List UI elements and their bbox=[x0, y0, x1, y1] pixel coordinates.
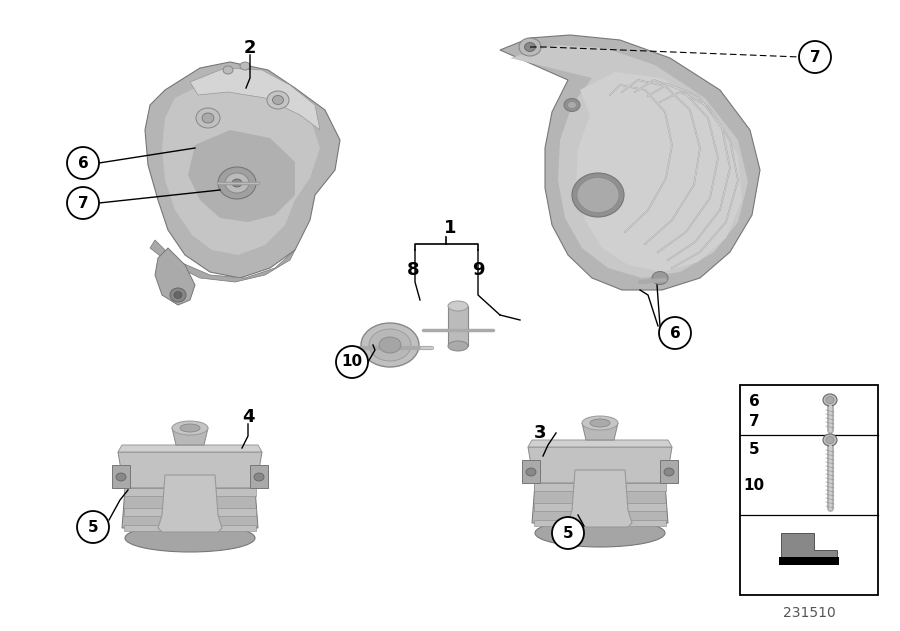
Ellipse shape bbox=[582, 416, 618, 430]
Ellipse shape bbox=[369, 329, 411, 361]
Ellipse shape bbox=[564, 98, 580, 112]
Polygon shape bbox=[568, 470, 632, 527]
Ellipse shape bbox=[652, 271, 668, 285]
Circle shape bbox=[67, 147, 99, 179]
Ellipse shape bbox=[240, 62, 250, 70]
Ellipse shape bbox=[568, 102, 577, 109]
Ellipse shape bbox=[174, 292, 182, 298]
Circle shape bbox=[336, 346, 368, 378]
Ellipse shape bbox=[823, 434, 837, 446]
Ellipse shape bbox=[273, 95, 284, 105]
Text: 2: 2 bbox=[244, 39, 256, 57]
Ellipse shape bbox=[267, 91, 289, 109]
Polygon shape bbox=[250, 465, 268, 488]
Bar bbox=[124, 488, 256, 496]
Ellipse shape bbox=[170, 288, 186, 302]
Circle shape bbox=[799, 41, 831, 73]
Text: 10: 10 bbox=[743, 478, 765, 493]
Text: 6: 6 bbox=[77, 155, 88, 170]
Text: 7: 7 bbox=[749, 413, 760, 428]
Ellipse shape bbox=[572, 173, 624, 217]
Text: 8: 8 bbox=[407, 261, 419, 279]
Polygon shape bbox=[660, 460, 678, 483]
Text: 7: 7 bbox=[810, 49, 820, 64]
Polygon shape bbox=[122, 488, 258, 528]
Circle shape bbox=[77, 511, 109, 543]
Ellipse shape bbox=[125, 524, 255, 552]
Polygon shape bbox=[112, 465, 130, 488]
Bar bbox=[124, 508, 256, 516]
Polygon shape bbox=[158, 475, 222, 532]
Bar bbox=[124, 525, 256, 531]
Ellipse shape bbox=[232, 179, 242, 187]
Polygon shape bbox=[145, 62, 340, 278]
Ellipse shape bbox=[196, 108, 220, 128]
Polygon shape bbox=[118, 452, 262, 488]
Polygon shape bbox=[188, 130, 295, 222]
Ellipse shape bbox=[823, 394, 837, 406]
Circle shape bbox=[552, 517, 584, 549]
Ellipse shape bbox=[225, 173, 249, 193]
Ellipse shape bbox=[519, 38, 541, 56]
Polygon shape bbox=[582, 423, 618, 440]
Polygon shape bbox=[532, 483, 668, 523]
Ellipse shape bbox=[826, 396, 834, 403]
Bar bbox=[534, 483, 666, 491]
Bar bbox=[779, 557, 839, 565]
Ellipse shape bbox=[180, 424, 200, 432]
Polygon shape bbox=[522, 460, 540, 483]
Circle shape bbox=[67, 187, 99, 219]
Ellipse shape bbox=[577, 177, 619, 213]
Ellipse shape bbox=[525, 42, 535, 52]
Ellipse shape bbox=[448, 341, 468, 351]
Bar bbox=[740, 385, 878, 595]
Polygon shape bbox=[528, 440, 672, 447]
Text: 6: 6 bbox=[670, 326, 680, 341]
Bar bbox=[448, 306, 468, 346]
Text: 3: 3 bbox=[534, 424, 546, 442]
Polygon shape bbox=[576, 72, 742, 272]
Ellipse shape bbox=[218, 167, 256, 199]
Bar bbox=[534, 520, 666, 526]
Polygon shape bbox=[118, 445, 262, 452]
Ellipse shape bbox=[172, 421, 208, 435]
Ellipse shape bbox=[379, 337, 401, 353]
Text: 231510: 231510 bbox=[783, 606, 835, 620]
Polygon shape bbox=[162, 78, 320, 255]
Ellipse shape bbox=[361, 323, 419, 367]
Text: 7: 7 bbox=[77, 196, 88, 211]
Ellipse shape bbox=[535, 519, 665, 547]
Text: 5: 5 bbox=[562, 526, 573, 541]
Polygon shape bbox=[781, 533, 837, 557]
Ellipse shape bbox=[664, 468, 674, 476]
Ellipse shape bbox=[826, 437, 834, 444]
Ellipse shape bbox=[590, 419, 610, 427]
Ellipse shape bbox=[448, 301, 468, 311]
Text: 10: 10 bbox=[341, 355, 363, 370]
Text: 6: 6 bbox=[749, 394, 760, 408]
Ellipse shape bbox=[526, 468, 536, 476]
Ellipse shape bbox=[223, 66, 233, 74]
Polygon shape bbox=[510, 45, 748, 278]
Text: 9: 9 bbox=[472, 261, 484, 279]
Ellipse shape bbox=[254, 473, 264, 481]
Text: 4: 4 bbox=[242, 408, 254, 426]
Text: 5: 5 bbox=[87, 519, 98, 534]
Text: 5: 5 bbox=[749, 442, 760, 457]
Bar bbox=[534, 503, 666, 511]
Polygon shape bbox=[190, 68, 320, 130]
Polygon shape bbox=[155, 248, 195, 305]
Ellipse shape bbox=[202, 113, 214, 123]
Circle shape bbox=[659, 317, 691, 349]
Polygon shape bbox=[150, 240, 295, 282]
Ellipse shape bbox=[116, 473, 126, 481]
Polygon shape bbox=[528, 447, 672, 483]
Text: 1: 1 bbox=[444, 219, 456, 237]
Polygon shape bbox=[172, 428, 208, 445]
Polygon shape bbox=[500, 35, 760, 290]
